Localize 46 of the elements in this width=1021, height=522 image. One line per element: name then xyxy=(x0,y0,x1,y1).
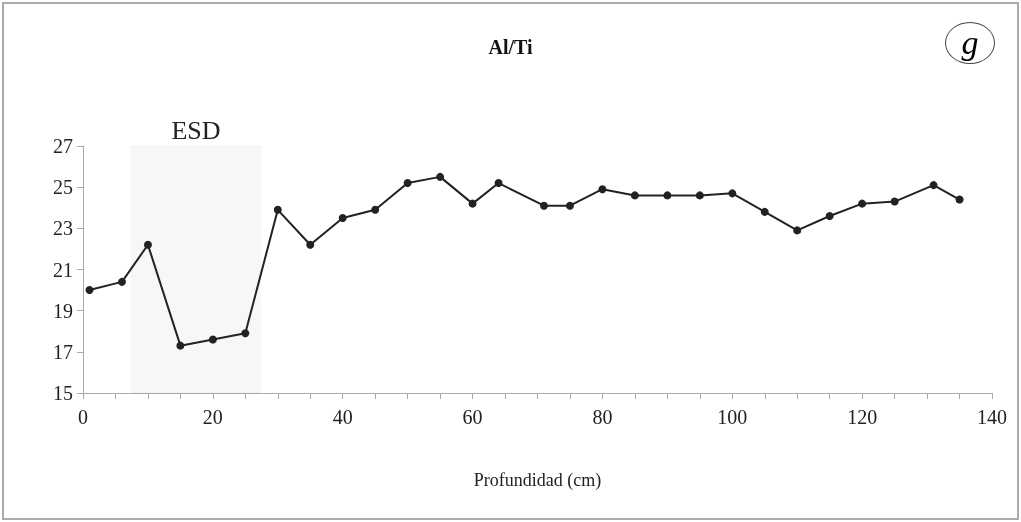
point xyxy=(630,191,639,200)
point xyxy=(793,226,802,235)
point xyxy=(955,195,964,204)
point xyxy=(929,181,938,190)
point xyxy=(565,201,574,210)
y-tick-label: 15 xyxy=(53,382,73,404)
point xyxy=(598,185,607,194)
y-tick-label: 21 xyxy=(53,258,73,281)
point xyxy=(436,172,445,181)
point xyxy=(306,240,315,249)
point xyxy=(117,277,126,286)
point xyxy=(338,214,347,223)
band-label: ESD xyxy=(171,116,221,145)
x-tick-label: 140 xyxy=(977,406,1007,428)
x-axis-title: Profundidad (cm) xyxy=(473,470,602,491)
point xyxy=(760,207,769,216)
point xyxy=(663,191,672,200)
y-tick-label: 17 xyxy=(53,340,73,363)
point xyxy=(176,341,185,350)
point xyxy=(695,191,704,200)
point xyxy=(468,199,477,208)
y-tick-label: 25 xyxy=(53,176,73,199)
point xyxy=(825,211,834,220)
x-tick-label: 80 xyxy=(592,406,613,428)
y-tick-label: 19 xyxy=(53,299,73,322)
x-tick-label: 120 xyxy=(847,406,878,428)
point xyxy=(890,197,899,206)
chart-title: Al/Ti xyxy=(488,36,533,58)
point xyxy=(241,329,250,338)
x-tick-label: 0 xyxy=(78,406,88,428)
y-tick-label: 23 xyxy=(53,217,73,240)
y-tick-label: 27 xyxy=(53,135,73,157)
x-tick-label: 60 xyxy=(462,406,483,428)
point xyxy=(273,205,282,214)
point xyxy=(371,205,380,214)
point xyxy=(143,240,152,249)
point xyxy=(540,201,548,210)
point xyxy=(85,286,94,295)
x-tick-label: 20 xyxy=(202,406,223,428)
point xyxy=(494,179,503,188)
point xyxy=(858,199,867,208)
x-tick-label: 40 xyxy=(332,406,353,428)
x-tick-label: 100 xyxy=(717,406,748,428)
point xyxy=(208,335,217,344)
point xyxy=(403,179,412,188)
point xyxy=(728,189,737,198)
